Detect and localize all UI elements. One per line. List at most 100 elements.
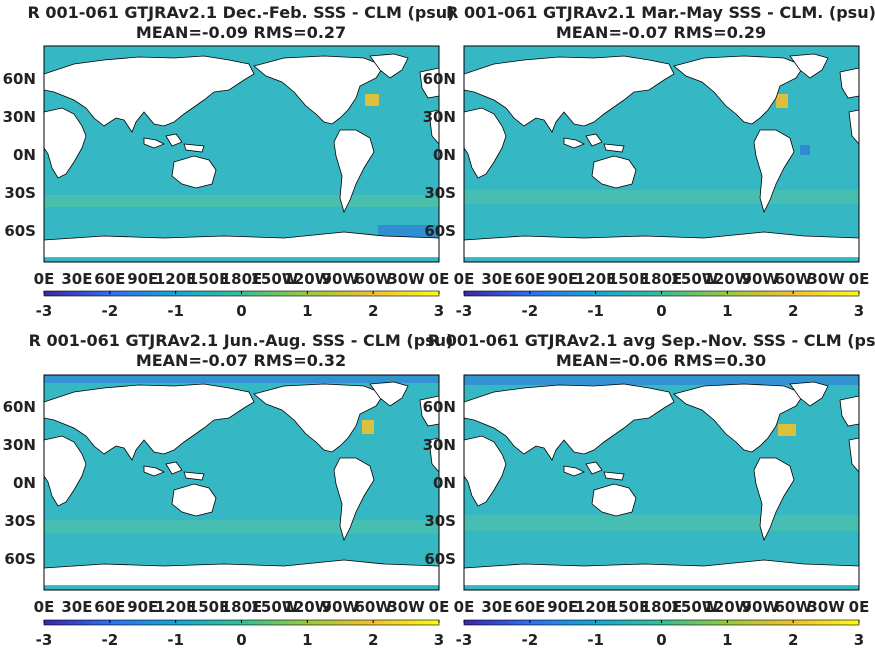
panel-4-colorbar-tick: -2 [521, 631, 538, 649]
panel-4-ytick-30n: 30N [423, 436, 456, 454]
panel-1-ytick-60s: 60S [4, 222, 36, 240]
panel-2-xtick: 60W [774, 270, 812, 288]
panel-2-colorbar-tick: -3 [456, 302, 473, 320]
panel-1-xtick: 30W [387, 270, 425, 288]
panel-4-xtick: 0E [454, 598, 475, 616]
panel-2-title-line2: MEAN=-0.07 RMS=0.29 [556, 23, 766, 42]
panel-3-colorbar-tick: 2 [368, 631, 378, 649]
panel-3-xtick: 30E [61, 598, 92, 616]
panel-4-anomaly-band [464, 515, 859, 531]
panel-1-ytick-0n: 0N [13, 146, 36, 164]
panel-3-xtick: 150W [250, 598, 298, 616]
panel-1-xtick: 150E [188, 270, 230, 288]
panel-3-anomaly-gulfstream [362, 420, 374, 434]
panel-2-title-line1: R 001-061 GTJRAv2.1 Mar.-May SSS - CLM. … [446, 3, 875, 22]
panel-3-xtick: 150E [188, 598, 230, 616]
panel-2: R 001-061 GTJRAv2.1 Mar.-May SSS - CLM. … [423, 3, 875, 320]
panel-1-colorbar-tick: -1 [167, 302, 184, 320]
panel-3-colorbar-tick: 3 [434, 631, 444, 649]
panel-1-yticks: 60N 30N 0N 30S 60S [3, 70, 36, 240]
panel-4-colorbar-tick: 1 [722, 631, 732, 649]
panel-2-frame [463, 45, 860, 263]
panel-3-xtick: 120E [155, 598, 197, 616]
panel-1-title-line2: MEAN=-0.09 RMS=0.27 [136, 23, 346, 42]
panel-1-xtick: 90E [127, 270, 158, 288]
panel-2-yticks: 60N 30N 0N 30S 60S [423, 70, 456, 240]
panel-4-anomaly-arctic [464, 375, 859, 385]
panel-2-xtick: 150E [608, 270, 650, 288]
panel-1-anomaly-band [44, 195, 439, 207]
panel-3-ytick-60s: 60S [4, 550, 36, 568]
panel-4-xtick: 60E [514, 598, 545, 616]
panel-4-colorbar-tick: 2 [788, 631, 798, 649]
panel-3-colorbar-tick: -1 [167, 631, 184, 649]
panel-3-colorbar-tick: 1 [302, 631, 312, 649]
panel-3-title-line1: R 001-061 GTJRAv2.1 Jun.-Aug. SSS - CLM … [29, 331, 454, 350]
panel-1-ytick-30n: 30N [3, 108, 36, 126]
panel-2-ytick-60s: 60S [424, 222, 456, 240]
panel-2-anomaly-band [464, 190, 859, 204]
panel-2-anomaly-gulfstream [776, 94, 788, 108]
panel-1-colorbar-tick: 0 [236, 302, 246, 320]
panel-3-frame [43, 374, 440, 591]
panel-1-colorbar-tick: 3 [434, 302, 444, 320]
panel-3-colorbar-tick: -3 [36, 631, 53, 649]
panel-1: R 001-061 GTJRAv2.1 Dec.-Feb. SSS - CLM … [3, 3, 455, 320]
panel-4-xtick: 0E [849, 598, 870, 616]
panel-2-xtick: 0E [454, 270, 475, 288]
panel-3-xtick: 60E [94, 598, 125, 616]
panel-3-ytick-30n: 30N [3, 436, 36, 454]
panel-2-ytick-0n: 0N [433, 146, 456, 164]
panel-1-xtick: 60W [354, 270, 392, 288]
panel-4-ytick-0n: 0N [433, 474, 456, 492]
panel-4-yticks: 60N 30N 0N 30S 60S [423, 398, 456, 568]
panel-1-xticks: 0E 30E 60E 90E120E150E180E150W120W90W60W30W… [34, 270, 450, 288]
panel-3-ytick-30s: 30S [4, 512, 36, 530]
panel-4: R 001-061 GTJRAv2.1 avg Sep.-Nov. SSS - … [423, 331, 875, 649]
panel-4-ytick-60n: 60N [423, 398, 456, 416]
panel-2-xtick: 30E [481, 270, 512, 288]
panel-1-colorbar-tick: -3 [36, 302, 53, 320]
panel-3-anomaly-arctic [44, 375, 439, 383]
panel-4-title-line1: R 001-061 GTJRAv2.1 avg Sep.-Nov. SSS - … [428, 331, 875, 350]
panel-4-xtick: 60W [774, 598, 812, 616]
panel-4-colorbar-ticks: -3 -2 -1 0 1 2 3 [456, 620, 864, 649]
panel-4-xtick: 90E [547, 598, 578, 616]
panel-2-colorbar-tick: -1 [587, 302, 604, 320]
panel-2-xtick: 150W [670, 270, 718, 288]
panel-2-colorbar-tick: 0 [656, 302, 666, 320]
panel-4-xticks: 0E 30E 60E 90E120E150E180E150W120W90W60W30W… [454, 598, 870, 616]
panel-2-xtick: 180E [641, 270, 683, 288]
panel-1-xtick: 120W [283, 270, 331, 288]
panel-3-colorbar-tick: 0 [236, 631, 246, 649]
panel-4-xtick: 150E [608, 598, 650, 616]
panel-4-ytick-60s: 60S [424, 550, 456, 568]
panel-3-xtick: 90W [322, 598, 360, 616]
panel-1-colorbar-ticks: -3 -2 -1 0 1 2 3 [36, 291, 444, 320]
panel-2-xtick: 60E [514, 270, 545, 288]
panel-4-anomaly-gulfstream [778, 424, 796, 436]
panel-3-xtick: 0E [429, 598, 450, 616]
panel-3-colorbar-tick: -2 [101, 631, 118, 649]
panel-3-ytick-60n: 60N [3, 398, 36, 416]
panel-1-frame [43, 45, 440, 263]
panel-1-xtick: 60E [94, 270, 125, 288]
panel-3-xtick: 180E [221, 598, 263, 616]
panel-4-xtick: 90W [742, 598, 780, 616]
panel-1-anomaly-gulfstream [365, 94, 379, 106]
panel-2-ytick-30n: 30N [423, 108, 456, 126]
panel-1-xtick: 120E [155, 270, 197, 288]
panel-2-xtick: 90E [547, 270, 578, 288]
panel-1-xtick: 90W [322, 270, 360, 288]
panel-2-ytick-30s: 30S [424, 184, 456, 202]
panel-2-xtick: 120W [703, 270, 751, 288]
panel-4-xtick: 180E [641, 598, 683, 616]
panel-1-colorbar-tick: -2 [101, 302, 118, 320]
panel-1-xtick: 0E [429, 270, 450, 288]
panel-4-colorbar-tick: -1 [587, 631, 604, 649]
panel-4-xtick: 120E [575, 598, 617, 616]
panel-3-xtick: 60W [354, 598, 392, 616]
panel-1-ytick-60n: 60N [3, 70, 36, 88]
panel-2-colorbar-ticks: -3 -2 -1 0 1 2 3 [456, 291, 864, 320]
